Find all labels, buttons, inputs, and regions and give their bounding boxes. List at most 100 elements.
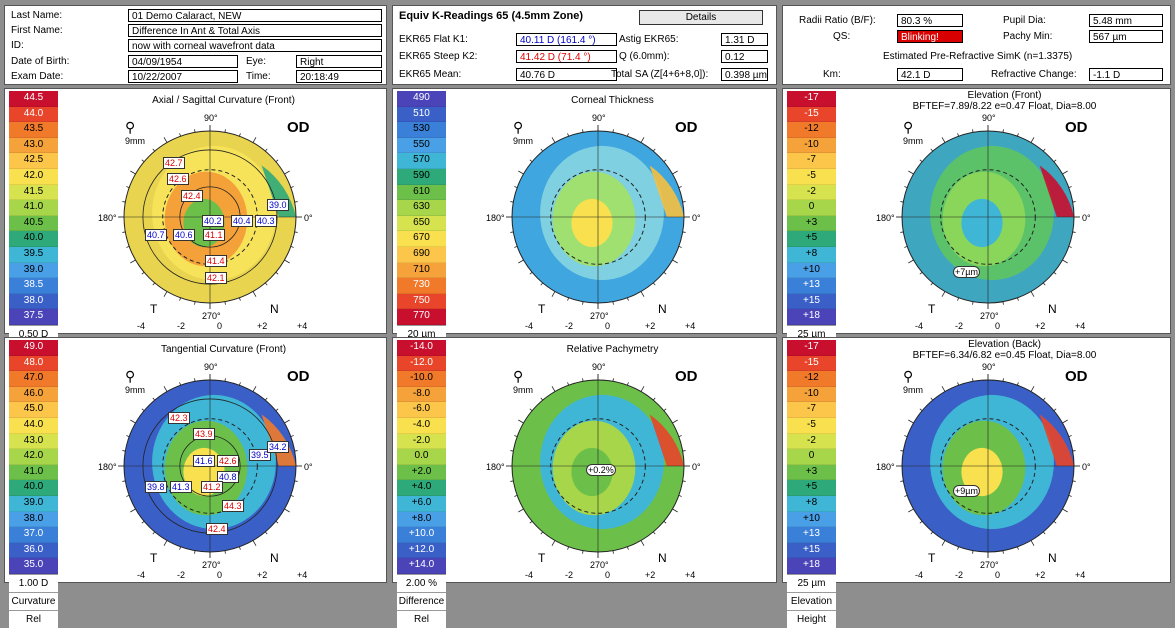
scale-step: 39.5 [9,246,58,263]
scale-step: +2.0 [397,464,446,481]
dial-tick [672,508,678,513]
topography-map[interactable]: 90° 180° 0° 270° T N [839,89,1172,335]
map-panel-3[interactable]: 49.0 48.0 47.0 46.0 45.0 44.0 43.0 42.0 41.0 40.0… [4,337,387,628]
dial-tick [1053,271,1057,275]
eye-field[interactable]: Right [296,55,382,68]
astig-field[interactable]: 1.31 D [721,33,768,46]
dob-field[interactable]: 04/09/1954 [128,55,238,68]
dial-tick [194,550,196,554]
time-field[interactable]: 20:18:49 [296,70,382,83]
map-panel-4[interactable]: -14.0 -12.0 -10.0 -8.0 -6.0 -4.0 -2.0 0.0 +2.0 +4… [392,337,778,628]
dial-tick [122,201,126,203]
dial-tick [904,435,908,437]
magnifier-icon[interactable]: ⚲ 9mm [903,368,923,395]
scale-footer[interactable]: 25 µm [787,573,836,592]
refractive-change-field[interactable]: -1.1 D [1089,68,1163,81]
scale-step: -10 [787,137,836,154]
magnifier-icon[interactable]: ⚲ 9mm [125,119,145,146]
map-value-tag: 40.4 [231,215,253,227]
dial-tick [957,382,959,386]
magnifier-icon[interactable]: ⚲ 9mm [513,119,533,146]
color-scale[interactable]: -17 -15 -12 -10 -7 -5 -2 0 +3 +5 +8 +10 +13 +15 +18 25 … [787,340,836,628]
scale-step: +18 [787,309,836,325]
topography-map[interactable]: 90° 180° 0° 270° T N [839,338,1172,584]
dial-tick [1062,259,1068,264]
map-panel-0[interactable]: 44.5 44.0 43.5 43.0 42.5 42.0 41.5 41.0 40.5 40.0… [4,88,388,379]
first-name-field[interactable]: Difference In Ant & Total Axis [128,24,382,37]
km-field[interactable]: 42.1 D [897,68,963,81]
scale-step: 650 [397,215,446,232]
id-field[interactable]: now with corneal wavefront data [128,39,382,52]
map-value-tag: 43.9 [193,428,215,440]
dial-tick [640,291,645,297]
map-fill-edge [1039,414,1074,466]
magnifier-icon[interactable]: ⚲ 9mm [125,368,145,395]
mean-field[interactable]: 40.76 D [516,68,617,81]
topography-map[interactable]: 90° 180° 0° 270° T N [449,338,778,584]
radii-ratio-field[interactable]: 80.3 % [897,14,963,27]
dial-tick [652,282,656,286]
sa-field[interactable]: 0.398 µm [721,68,768,81]
dial-tick [1053,159,1057,163]
dial-tick [640,137,645,143]
dial-label-bottom: 270° [590,311,609,321]
color-scale[interactable]: -14.0 -12.0 -10.0 -8.0 -6.0 -4.0 -2.0 0.0 +2.0 +4… [397,340,446,628]
scale-footer[interactable]: Rel [397,609,446,628]
dial-tick [514,186,518,188]
color-scale[interactable]: 44.5 44.0 43.5 43.0 42.5 42.0 41.5 41.0 40.5 40.0… [9,91,58,379]
dial-tick [1068,186,1072,188]
dial-label-top: 90° [982,113,996,123]
map-panel-2[interactable]: -17 -15 -12 -10 -7 -5 -2 0 +3 +5 +8 +10 +13 +15 +18 25 … [782,88,1172,379]
q-field[interactable]: 0.12 [721,50,768,63]
dial-label-right: 0° [304,213,313,223]
dial-tick [1062,508,1068,513]
scale-step: +10.0 [397,527,446,543]
dial-tick [1017,546,1019,550]
scale-footer[interactable]: Difference [397,591,446,610]
topography-map[interactable]: 90° 180° 0° 270° T N [61,89,388,335]
scale-footer[interactable]: 2.00 % [397,573,446,592]
mm-axis-label: +4 [1075,570,1086,580]
scale-footer[interactable]: Height [787,609,836,628]
dial-tick [224,550,226,554]
scale-footer[interactable]: 1.00 D [9,573,58,592]
magnifier-icon[interactable]: ⚲ 9mm [903,119,923,146]
map-value-tag: +9µm [953,485,980,497]
scale-footer[interactable]: Elevation [787,591,836,610]
dial-tick [518,508,524,513]
pachy-min-field[interactable]: 567 µm [1089,30,1163,43]
scale-footer[interactable]: Curvature [9,591,58,610]
dial-tick [239,382,241,386]
color-scale[interactable]: 490 510 530 550 570 590 610 630 650 670 690 710 730 7… [397,91,446,379]
dial-tick [663,271,667,275]
map-panel-5[interactable]: -17 -15 -12 -10 -7 -5 -2 0 +3 +5 +8 +10 +13 +15 +18 25 … [782,337,1172,628]
last-name-field[interactable]: 01 Demo Calaract, NEW [128,9,382,22]
topography-map[interactable]: 90° 180° 0° 270° T N [449,89,778,335]
magnifier-icon[interactable]: ⚲ 9mm [513,368,533,395]
dial-tick [275,408,279,412]
k2-field[interactable]: 41.42 D (71.4 °) [516,50,617,63]
color-scale[interactable]: 49.0 48.0 47.0 46.0 45.0 44.0 43.0 42.0 41.0 40.0… [9,340,58,628]
dial-label-right: 0° [692,213,701,223]
dial-label-top: 90° [982,362,996,372]
k1-field[interactable]: 40.11 D (161.4 °) [516,33,617,46]
map-value-tag: +0.2% [586,464,616,476]
scale-step: 550 [397,137,446,154]
dial-tick [627,133,629,137]
dial-tick [627,546,629,550]
exam-date-field[interactable]: 10/22/2007 [128,70,238,83]
map-value-tag: 42.6 [167,173,189,185]
dial-tick [1072,201,1076,203]
map-panel-1[interactable]: 490 510 530 550 570 590 610 630 650 670 690 710 730 7… [392,88,778,379]
qs-field[interactable]: Blinking! [897,30,963,43]
details-button[interactable]: Details [639,10,763,25]
scale-footer[interactable]: Rel [9,609,58,628]
dial-tick [908,170,914,175]
pupil-field[interactable]: 5.48 mm [1089,14,1163,27]
refractive-change-label: Refractive Change: [991,69,1077,80]
color-scale[interactable]: -17 -15 -12 -10 -7 -5 -2 0 +3 +5 +8 +10 +13 +15 +18 25 … [787,91,836,379]
dial-tick [252,291,257,297]
zoom-label: 9mm [903,136,923,146]
map-value-tag: 40.7 [145,229,167,241]
scale-step: 43.5 [9,122,58,138]
